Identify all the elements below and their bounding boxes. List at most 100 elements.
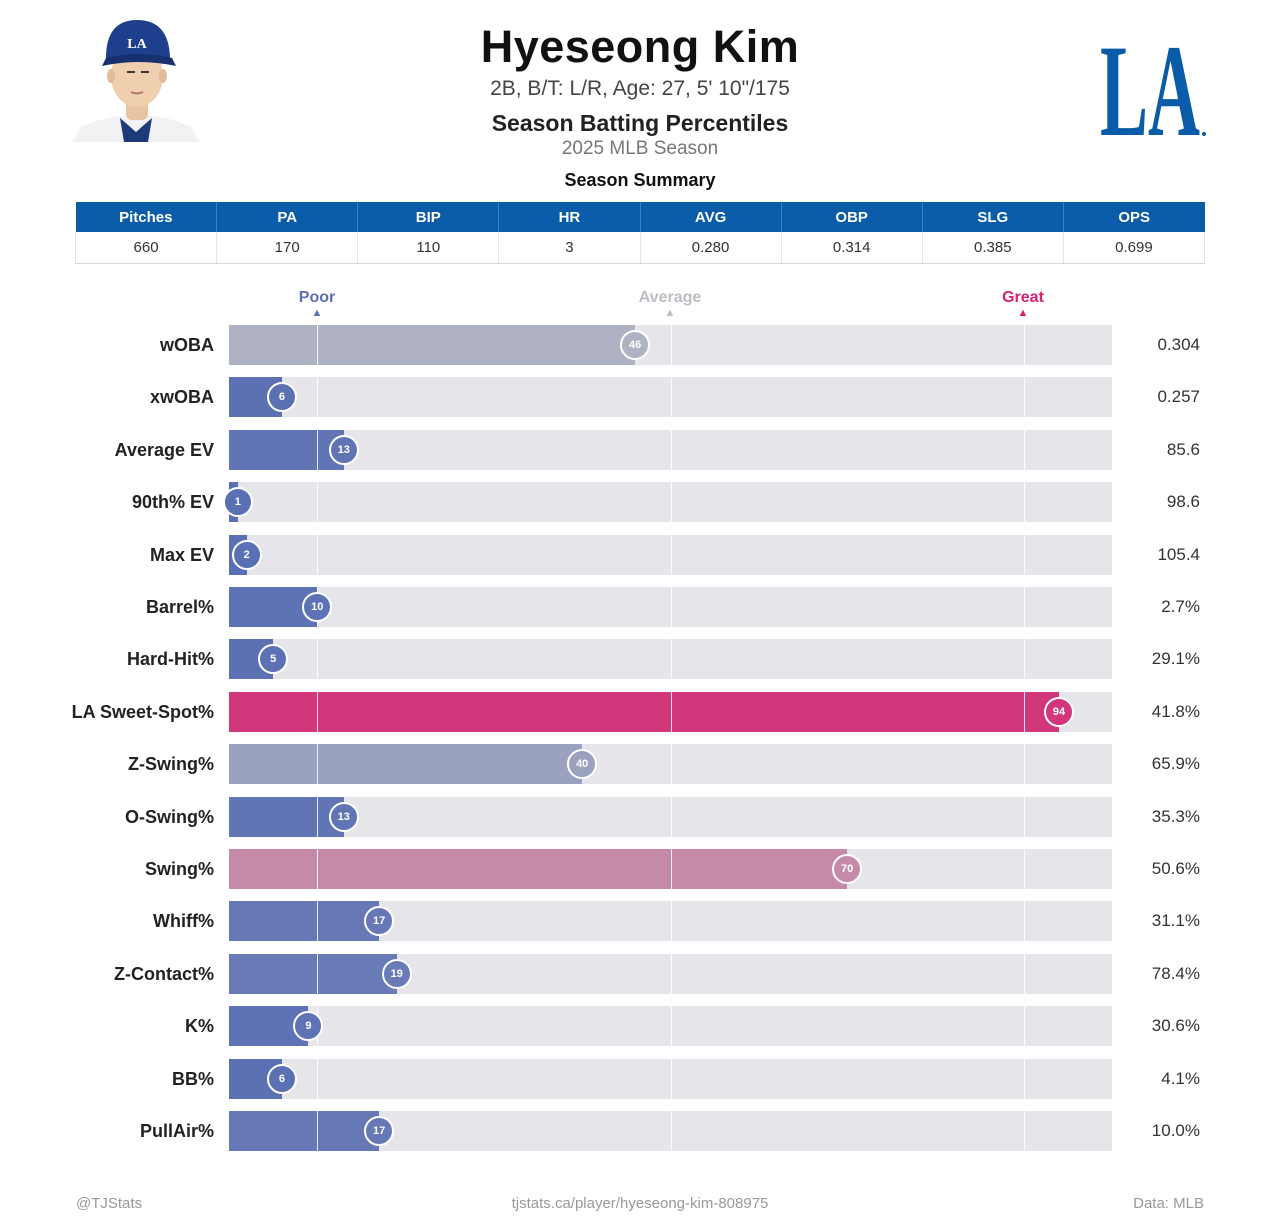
metric-label: Whiff% bbox=[153, 911, 214, 932]
footer-credit: @TJStats bbox=[76, 1195, 143, 1212]
reference-line bbox=[317, 901, 319, 942]
percentile-badge: 17 bbox=[364, 1116, 395, 1146]
percentile-badge: 19 bbox=[381, 958, 412, 989]
metric-value: 98.6 bbox=[1166, 492, 1200, 512]
metric-label: Max EV bbox=[149, 544, 214, 565]
percentile-badge: 46 bbox=[620, 330, 651, 360]
reference-line bbox=[1023, 482, 1025, 523]
footer-source: Data: MLB bbox=[1133, 1195, 1204, 1212]
reference-line bbox=[670, 744, 672, 785]
reference-line bbox=[670, 901, 672, 942]
reference-line bbox=[1023, 744, 1025, 785]
reference-line bbox=[1023, 534, 1025, 575]
percentile-badge: 94 bbox=[1044, 696, 1075, 727]
summary-header-cell: PA bbox=[216, 202, 359, 232]
metric-label: K% bbox=[184, 1016, 214, 1037]
scale-poor-marker: Poor ▲ bbox=[299, 289, 335, 319]
metric-label: BB% bbox=[171, 1068, 214, 1089]
metric-label: Hard-Hit% bbox=[126, 649, 214, 670]
reference-line bbox=[1023, 1006, 1025, 1047]
reference-line bbox=[1023, 901, 1025, 942]
summary-header-cell: BIP bbox=[357, 202, 500, 232]
metric-value: 35.3% bbox=[1151, 806, 1200, 826]
percentile-bar bbox=[229, 796, 344, 837]
reference-line bbox=[1023, 325, 1025, 365]
percentile-badge: 6 bbox=[266, 382, 297, 413]
percentile-bar bbox=[229, 953, 397, 994]
metric-value: 10.0% bbox=[1151, 1121, 1200, 1140]
scale-great-label: Great bbox=[1002, 289, 1044, 306]
reference-line bbox=[670, 587, 672, 627]
metric-track: 10 bbox=[229, 587, 1112, 627]
metric-label: Swing% bbox=[144, 859, 214, 879]
metric-value: 50.6% bbox=[1151, 859, 1200, 878]
player-info: 2B, B/T: L/R, Age: 27, 5' 10"/175 bbox=[490, 77, 790, 100]
svg-text:LA: LA bbox=[127, 37, 147, 52]
summary-value-cell: 0.699 bbox=[1063, 232, 1206, 264]
metric-value: 30.6% bbox=[1151, 1016, 1200, 1036]
scale-average-label: Average bbox=[638, 289, 702, 306]
summary-value-cell: 110 bbox=[357, 232, 500, 264]
percentile-badge: 40 bbox=[567, 749, 598, 780]
percentile-badge: 13 bbox=[328, 801, 359, 832]
metric-track: 94 bbox=[229, 691, 1112, 732]
metric-value: 0.257 bbox=[1157, 387, 1200, 407]
metric-label: xwOBA bbox=[149, 387, 214, 408]
summary-value-cell: 660 bbox=[74, 232, 218, 264]
summary-caption: Season Summary bbox=[564, 170, 716, 190]
metric-value: 29.1% bbox=[1151, 649, 1200, 669]
reference-line bbox=[670, 534, 672, 575]
summary-value-cell: 3 bbox=[498, 232, 641, 264]
triangle-up-icon: ▲ bbox=[1017, 307, 1029, 319]
summary-header-cell: OBP bbox=[781, 202, 923, 232]
reference-line bbox=[1023, 1111, 1025, 1151]
reference-line bbox=[670, 1058, 672, 1099]
reference-line bbox=[670, 953, 672, 994]
scale-poor-label: Poor bbox=[298, 289, 336, 306]
percentile-badge: 6 bbox=[266, 1063, 297, 1094]
reference-line bbox=[317, 1058, 319, 1099]
reference-line bbox=[1023, 377, 1025, 418]
reference-line bbox=[670, 691, 672, 732]
metric-track: 13 bbox=[229, 796, 1112, 837]
scale-average-marker: Average ▲ bbox=[639, 289, 702, 319]
percentile-bar bbox=[229, 691, 1060, 732]
metric-value: 2.7% bbox=[1161, 597, 1200, 616]
percentile-badge: 9 bbox=[293, 1011, 324, 1042]
metric-track: 19 bbox=[229, 953, 1112, 994]
percentile-bar bbox=[229, 1111, 380, 1151]
reference-line bbox=[317, 953, 319, 994]
metric-value: 41.8% bbox=[1151, 701, 1200, 721]
metric-label: Z-Swing% bbox=[128, 754, 214, 775]
team-logo: LA bbox=[1100, 10, 1215, 164]
reference-line bbox=[1023, 849, 1025, 889]
reference-line bbox=[317, 1111, 319, 1151]
reference-line bbox=[317, 639, 319, 680]
summary-header-cell: OPS bbox=[1063, 202, 1205, 232]
summary-header-cell: SLG bbox=[922, 202, 1064, 232]
metric-value: 78.4% bbox=[1151, 963, 1200, 983]
reference-line bbox=[317, 482, 319, 523]
percentile-bar bbox=[229, 325, 636, 365]
metric-label: O-Swing% bbox=[125, 806, 214, 827]
metric-track: 2 bbox=[229, 534, 1112, 575]
percentile-badge: 5 bbox=[258, 644, 289, 675]
metric-track: 40 bbox=[229, 744, 1112, 785]
reference-line bbox=[1023, 1058, 1025, 1099]
metric-track: 5 bbox=[229, 639, 1112, 680]
percentile-bar bbox=[229, 744, 583, 785]
metric-track: 17 bbox=[229, 1111, 1112, 1151]
percentile-bar bbox=[229, 429, 344, 470]
reference-line bbox=[670, 482, 672, 523]
reference-line bbox=[1023, 953, 1025, 994]
footer-url: tjstats.ca/player/hyeseong-kim-808975 bbox=[511, 1195, 769, 1212]
metric-label: Barrel% bbox=[145, 597, 214, 617]
reference-line bbox=[317, 377, 319, 418]
reference-line bbox=[1023, 639, 1025, 680]
reference-line bbox=[317, 534, 319, 575]
summary-value-cell: 170 bbox=[216, 232, 359, 264]
metric-track: 13 bbox=[229, 429, 1112, 470]
summary-value-cell: 0.280 bbox=[640, 232, 782, 264]
metric-label: PullAir% bbox=[139, 1121, 214, 1141]
reference-line bbox=[670, 1006, 672, 1047]
